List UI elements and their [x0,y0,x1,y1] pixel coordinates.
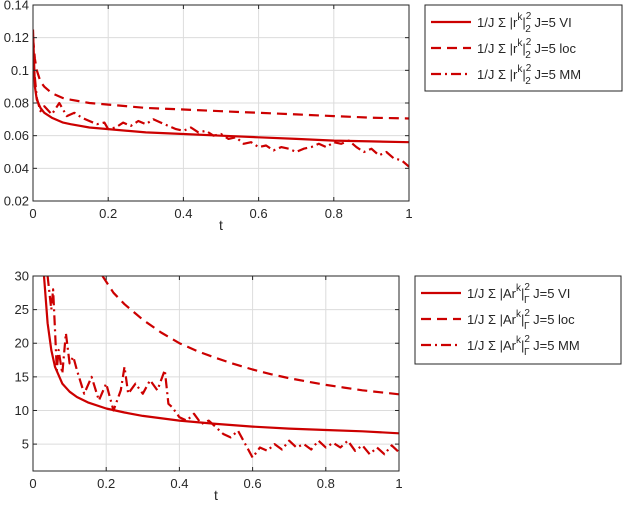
x-tick-label: 0.8 [325,206,343,221]
y-tick-label: 30 [15,269,29,284]
x-tick-label: 0.2 [97,476,115,491]
x-tick-label: 0.4 [170,476,188,491]
grid [32,275,400,471]
legend-box [424,4,623,92]
legend-entry-label: 1/J Σ |rk|2 2 J=5 MM [477,63,581,87]
legend: 1/J Σ |rk|2 2 J=5 VI1/J Σ |rk|2 2 J=5 loc1… [424,4,623,92]
y-tick-label: 0.04 [4,161,29,176]
y-tick-label: 0.02 [4,194,29,209]
y-tick-label: 0.06 [4,128,29,143]
y-tick-label: 20 [15,336,29,351]
x-tick-label: 0.8 [317,476,335,491]
series-line-dashdot [46,276,399,459]
legend: 1/J Σ |Ark|2 Γ J=5 VI1/J Σ |Ark|2 Γ J=5 lo… [414,275,622,365]
axes-box [32,275,400,472]
series-line-solid [33,29,409,144]
top-chart: 0 0.2 0.4 0.6 0.8 1 0.02 0.04 0.06 0.08 0.1 0.12 0.1… [4,0,623,233]
y-tick-label: 0.1 [11,63,29,78]
legend-entry-label: 1/J Σ |Ark|2 Γ J=5 VI [467,282,570,306]
series-line-dashdot [33,57,409,168]
x-axis-label: t [219,217,223,233]
y-tick-label: 10 [15,403,29,418]
series-line-dashed [101,276,399,396]
y-tick-label: 0.12 [4,30,29,45]
x-tick-label: 0 [29,476,36,491]
x-tick-label: 1 [395,476,402,491]
y-tick-label: 25 [15,302,29,317]
y-tick-label: 0.08 [4,96,29,111]
x-tick-label: 0.6 [250,206,268,221]
y-tick-label: 15 [15,369,29,384]
x-tick-label: 0.6 [244,476,262,491]
y-tick-label: 5 [22,437,29,452]
series-line-solid [42,276,399,435]
legend-box [414,275,622,365]
legend-entry-label: 1/J Σ |rk|2 2 J=5 loc [477,37,577,61]
x-tick-label: 0 [29,206,36,221]
legend-entry-label: 1/J Σ |Ark|2 Γ J=5 loc [467,308,575,332]
legend-entry-label: 1/J Σ |Ark|2 Γ J=5 MM [467,334,580,358]
x-tick-label: 1 [405,206,412,221]
x-tick-label: 0.2 [99,206,117,221]
y-tick-label: 0.14 [4,0,29,13]
x-tick-label: 0.4 [174,206,192,221]
legend-entry-label: 1/J Σ |rk|2 2 J=5 VI [477,11,572,35]
series-line-dashed [33,37,409,120]
x-axis-label: t [214,487,218,503]
